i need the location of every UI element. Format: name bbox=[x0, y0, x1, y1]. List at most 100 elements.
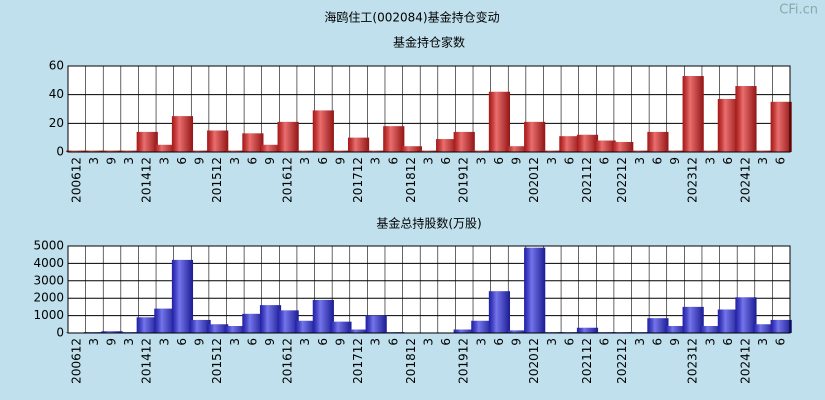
x-tick-label: 3 bbox=[298, 338, 312, 346]
x-tick-label: 9 bbox=[510, 157, 524, 165]
bar bbox=[207, 130, 229, 152]
bar bbox=[312, 110, 334, 152]
y-tick-label: 40 bbox=[49, 87, 64, 101]
x-tick-label: 9 bbox=[193, 157, 207, 165]
x-tick-label: 200612 bbox=[69, 338, 83, 384]
x-tick-label: 6 bbox=[245, 338, 259, 346]
x-tick-label: 200612 bbox=[69, 157, 83, 203]
x-tick-label: 6 bbox=[650, 157, 664, 165]
x-tick-label: 6 bbox=[386, 157, 400, 165]
x-tick-label: 6 bbox=[598, 338, 612, 346]
bar bbox=[453, 131, 475, 152]
y-tick-label: 20 bbox=[49, 116, 64, 130]
x-tick-label: 3 bbox=[422, 338, 436, 346]
bar bbox=[524, 247, 546, 333]
x-tick-label: 6 bbox=[774, 338, 788, 346]
x-tick-label: 3 bbox=[122, 338, 136, 346]
y-tick-label: 4000 bbox=[33, 256, 64, 270]
bar bbox=[488, 291, 511, 333]
x-tick-label: 202212 bbox=[615, 338, 629, 384]
x-tick-label: 201712 bbox=[351, 338, 365, 384]
y-tick-label: 60 bbox=[49, 59, 64, 73]
x-tick-label: 201612 bbox=[281, 157, 295, 203]
x-tick-label: 6 bbox=[316, 157, 330, 165]
x-tick-label: 6 bbox=[492, 338, 506, 346]
bar bbox=[277, 121, 299, 152]
y-tick-label: 3000 bbox=[33, 273, 64, 287]
x-tick-label: 3 bbox=[369, 338, 383, 346]
x-tick-label: 9 bbox=[333, 157, 347, 165]
x-tick-label: 3 bbox=[157, 157, 171, 165]
x-tick-label: 6 bbox=[175, 157, 189, 165]
x-tick-label: 3 bbox=[633, 338, 647, 346]
x-tick-label: 6 bbox=[386, 338, 400, 346]
x-tick-label: 201912 bbox=[457, 338, 471, 384]
bar bbox=[171, 116, 194, 152]
bar bbox=[365, 315, 387, 333]
x-tick-label: 6 bbox=[439, 157, 453, 165]
x-tick-label: 9 bbox=[333, 338, 347, 346]
x-tick-label: 3 bbox=[369, 157, 383, 165]
x-tick-label: 6 bbox=[175, 338, 189, 346]
x-tick-label: 9 bbox=[105, 157, 119, 165]
x-tick-label: 6 bbox=[774, 157, 788, 165]
x-tick-label: 6 bbox=[562, 338, 576, 346]
x-tick-label: 3 bbox=[545, 157, 559, 165]
bar bbox=[682, 76, 704, 152]
x-tick-label: 3 bbox=[228, 157, 242, 165]
x-tick-label: 3 bbox=[474, 157, 488, 165]
x-tick-label: 6 bbox=[721, 157, 735, 165]
x-tick-label: 9 bbox=[668, 338, 682, 346]
x-tick-label: 3 bbox=[157, 338, 171, 346]
x-tick-label: 3 bbox=[87, 157, 101, 165]
y-tick-label: 2000 bbox=[33, 291, 64, 305]
x-tick-label: 202112 bbox=[580, 157, 594, 203]
chart-title: 基金总持股数(万股) bbox=[376, 216, 481, 231]
x-tick-label: 6 bbox=[439, 338, 453, 346]
x-tick-label: 3 bbox=[298, 157, 312, 165]
x-tick-label: 202012 bbox=[527, 157, 541, 203]
x-tick-label: 9 bbox=[510, 338, 524, 346]
x-tick-label: 6 bbox=[721, 338, 735, 346]
bar bbox=[770, 319, 792, 333]
x-tick-label: 201812 bbox=[404, 157, 418, 203]
x-tick-label: 9 bbox=[263, 157, 277, 165]
bar bbox=[612, 141, 634, 152]
x-tick-label: 202212 bbox=[615, 157, 629, 203]
x-tick-label: 3 bbox=[633, 157, 647, 165]
x-tick-label: 201812 bbox=[404, 338, 418, 384]
x-tick-label: 201512 bbox=[210, 157, 224, 203]
x-tick-label: 9 bbox=[668, 157, 682, 165]
x-tick-label: 3 bbox=[422, 157, 436, 165]
chart-title: 基金持仓家数 bbox=[393, 35, 465, 50]
x-tick-label: 202012 bbox=[527, 338, 541, 384]
x-tick-label: 6 bbox=[650, 338, 664, 346]
x-tick-label: 6 bbox=[562, 157, 576, 165]
x-tick-label: 3 bbox=[545, 338, 559, 346]
x-tick-label: 3 bbox=[703, 338, 717, 346]
x-tick-label: 6 bbox=[245, 157, 259, 165]
watermark: CFi.cn bbox=[779, 3, 818, 18]
y-tick-label: 5000 bbox=[33, 239, 64, 253]
bar bbox=[488, 91, 511, 152]
x-tick-label: 202312 bbox=[686, 157, 700, 203]
bar bbox=[347, 137, 370, 152]
bar bbox=[647, 131, 669, 152]
x-tick-label: 201712 bbox=[351, 157, 365, 203]
x-tick-label: 3 bbox=[756, 157, 770, 165]
x-tick-label: 6 bbox=[492, 157, 506, 165]
x-tick-label: 3 bbox=[474, 338, 488, 346]
x-tick-label: 202412 bbox=[738, 338, 752, 384]
x-tick-label: 9 bbox=[105, 338, 119, 346]
x-tick-label: 201512 bbox=[210, 338, 224, 384]
x-tick-label: 9 bbox=[193, 338, 207, 346]
x-tick-label: 3 bbox=[228, 338, 242, 346]
page-title: 海鸥住工(002084)基金持仓变动 bbox=[324, 10, 499, 25]
x-tick-label: 201412 bbox=[140, 157, 154, 203]
x-tick-label: 202412 bbox=[738, 157, 752, 203]
x-tick-label: 201612 bbox=[281, 338, 295, 384]
x-tick-label: 202312 bbox=[686, 338, 700, 384]
bar bbox=[735, 86, 757, 152]
y-tick-label: 0 bbox=[56, 326, 64, 340]
